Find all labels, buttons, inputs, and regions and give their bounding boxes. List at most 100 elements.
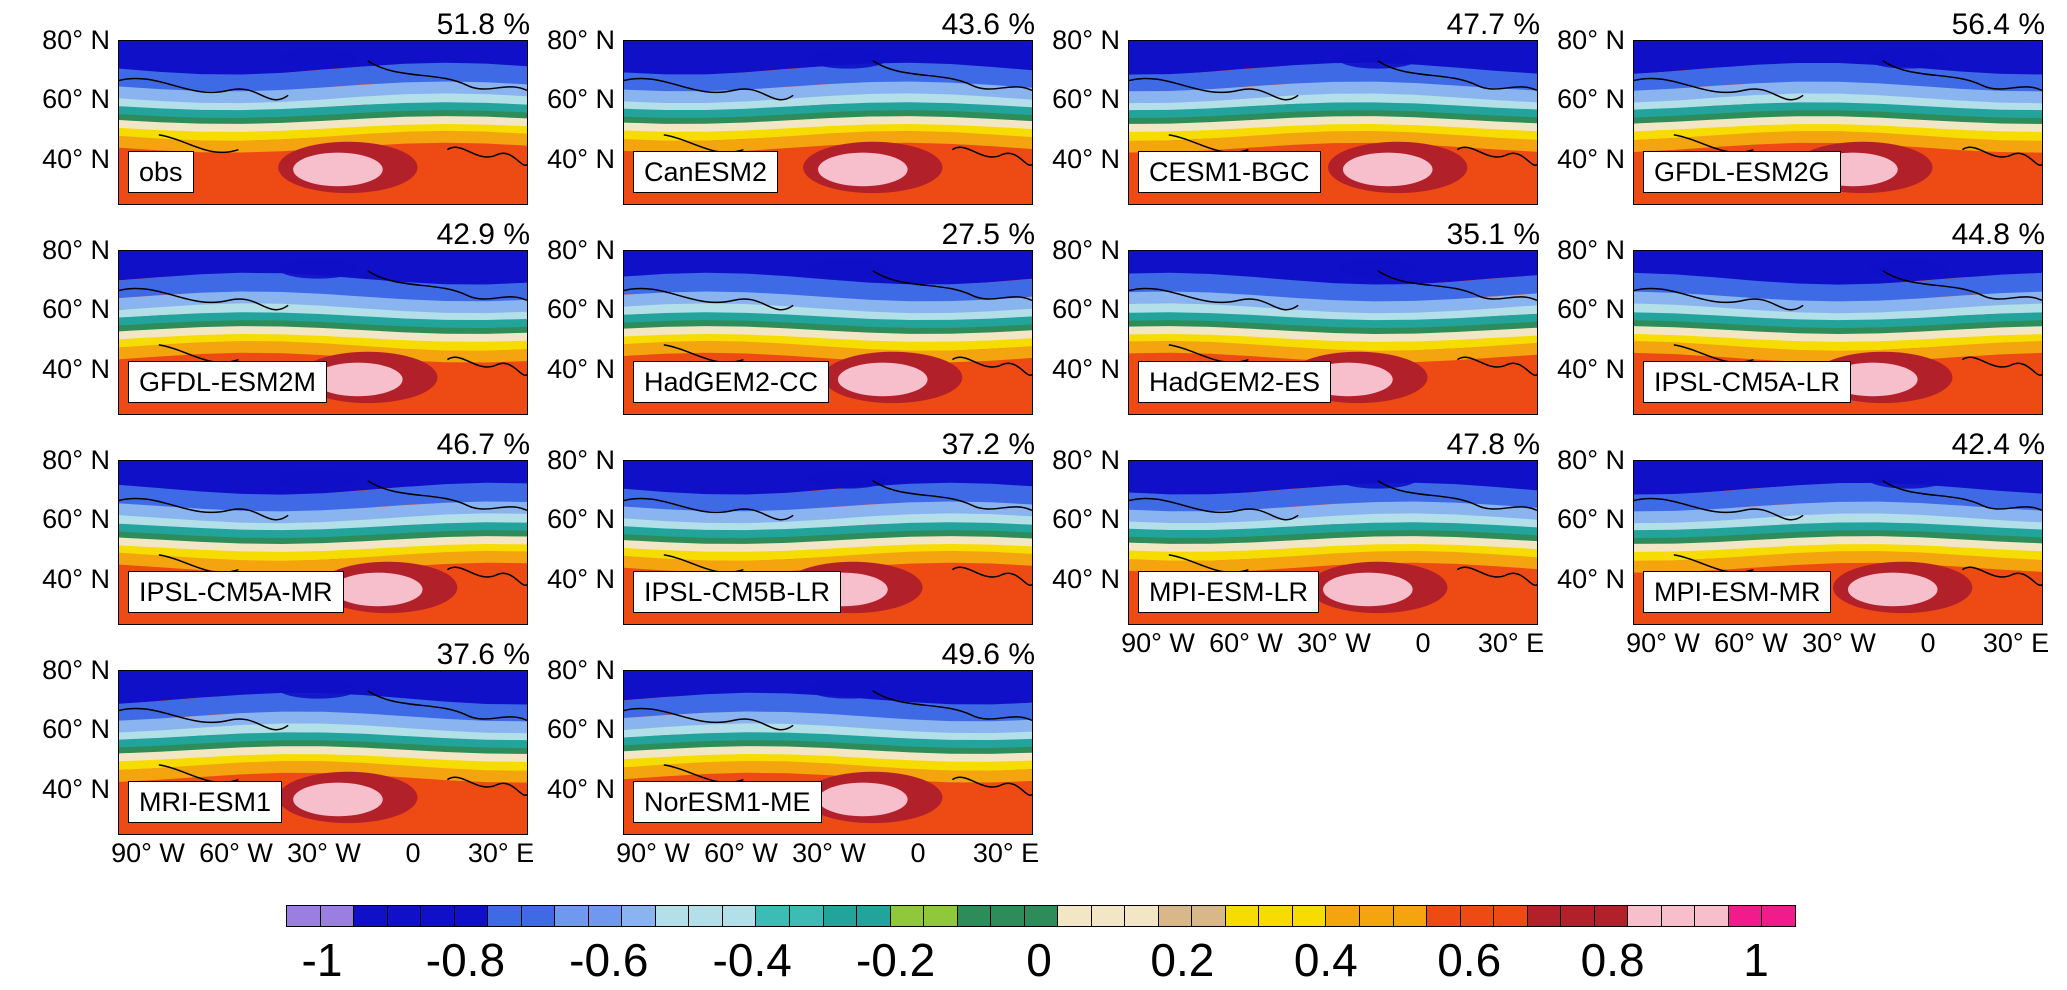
map-panel: 42.9 % 80° N 60° N 40° N GFDL-ESM2M: [0, 218, 530, 417]
longitude-label: 60° W: [704, 838, 778, 868]
latitude-label: 60° N: [42, 84, 110, 114]
colorbar-swatch: [1494, 906, 1528, 926]
colorbar-tick-label: 0.8: [1580, 934, 1645, 986]
latitude-label: 80° N: [1557, 235, 1625, 265]
colorbar-tick-label: 0.2: [1150, 934, 1215, 986]
colorbar-swatch: [1427, 906, 1461, 926]
panel-percent: 42.4 %: [1951, 428, 2045, 461]
longitude-axis: 90° W 60° W 30° W 0 30° E: [616, 838, 1039, 872]
panel-percent: 42.9 %: [436, 218, 530, 251]
colorbar-tick-label: 0: [1026, 934, 1052, 986]
latitude-label: 60° N: [1557, 294, 1625, 324]
panel-percent: 35.1 %: [1446, 218, 1540, 251]
longitude-label: 0: [1415, 628, 1431, 658]
latitude-label: 80° N: [1557, 445, 1625, 475]
latitude-label: 60° N: [547, 504, 615, 534]
panel-percent: 46.7 %: [436, 428, 530, 461]
model-label: NorESM1-ME: [633, 781, 822, 823]
longitude-label: 90° W: [111, 838, 185, 868]
colorbar-swatch: [454, 906, 489, 926]
latitude-label: 60° N: [547, 84, 615, 114]
colorbar-swatch: [1561, 906, 1595, 926]
latitude-label: 60° N: [1557, 84, 1625, 114]
colorbar-swatch: [722, 906, 757, 926]
map-panel: 49.6 % 80° N 60° N 40° N NorESM1-ME 90° W 60° …: [505, 640, 1039, 869]
latitude-label: 60° N: [547, 714, 615, 744]
latitude-label: 60° N: [1052, 84, 1120, 114]
latitude-label: 80° N: [547, 655, 615, 685]
colorbar-swatch: [1594, 906, 1629, 926]
latitude-label: 80° N: [42, 235, 110, 265]
colorbar-swatch: [1360, 906, 1394, 926]
colorbar-swatch: [1695, 906, 1729, 926]
model-label: IPSL-CM5A-MR: [128, 571, 344, 613]
latitude-label: 80° N: [1052, 445, 1120, 475]
colorbar-swatch: [689, 906, 723, 926]
map-panel: 56.4 % 80° N 60° N 40° N GFDL-ESM2G: [1515, 10, 2045, 207]
colorbar-swatch: [1091, 906, 1126, 926]
colorbar-swatch: [756, 906, 790, 926]
latitude-label: 80° N: [42, 445, 110, 475]
colorbar-swatch: [1762, 906, 1795, 926]
longitude-label: 90° W: [1626, 628, 1700, 658]
map-panel: 51.8 % 80° N 60° N 40° N obs: [0, 10, 530, 207]
colorbar-swatch: [1393, 906, 1428, 926]
colorbar-swatch: [354, 906, 388, 926]
latitude-label: 60° N: [42, 504, 110, 534]
colorbar-swatch: [957, 906, 992, 926]
map-panel: 35.1 % 80° N 60° N 40° N HadGEM2-ES: [1010, 218, 1540, 417]
colorbar-tick-label: 1: [1743, 934, 1769, 986]
latitude-label: 60° N: [1052, 504, 1120, 534]
colorbar-swatch: [287, 906, 321, 926]
colorbar-swatch: [1292, 906, 1327, 926]
colorbar-tick-label: 0.6: [1437, 934, 1502, 986]
latitude-label: 40° N: [1052, 564, 1120, 594]
colorbar-tick-label: -0.6: [569, 934, 649, 986]
colorbar-swatch: [1326, 906, 1360, 926]
colorbar-swatch: [1728, 906, 1763, 926]
longitude-label: 30° W: [1297, 628, 1371, 658]
colorbar-tick-label: 0.4: [1293, 934, 1358, 986]
model-label: HadGEM2-ES: [1138, 361, 1332, 403]
colorbar-swatch: [1158, 906, 1193, 926]
colorbar-swatch: [655, 906, 690, 926]
colorbar-swatch: [1661, 906, 1696, 926]
colorbar-swatch: [421, 906, 455, 926]
colorbar-swatch: [1024, 906, 1059, 926]
longitude-label: 30° W: [792, 838, 866, 868]
latitude-label: 40° N: [1052, 354, 1120, 384]
longitude-label: 30° E: [972, 838, 1040, 868]
colorbar-swatch: [1628, 906, 1662, 926]
latitude-label: 40° N: [547, 564, 615, 594]
latitude-label: 40° N: [42, 144, 110, 174]
latitude-label: 80° N: [1052, 235, 1120, 265]
panel-percent: 47.8 %: [1446, 428, 1540, 461]
longitude-label: 30° E: [1477, 628, 1545, 658]
latitude-label: 80° N: [547, 445, 615, 475]
panel-percent: 43.6 %: [941, 8, 1035, 41]
latitude-label: 60° N: [1557, 504, 1625, 534]
model-label: CESM1-BGC: [1138, 151, 1321, 193]
panel-percent: 37.6 %: [436, 638, 530, 671]
latitude-label: 60° N: [42, 294, 110, 324]
colorbar-swatch: [1125, 906, 1159, 926]
panel-percent: 27.5 %: [941, 218, 1035, 251]
latitude-label: 40° N: [1557, 144, 1625, 174]
colorbar-swatch: [991, 906, 1025, 926]
panel-percent: 47.7 %: [1446, 8, 1540, 41]
longitude-label: 60° W: [199, 838, 273, 868]
colorbar-tick-label: -1: [301, 934, 343, 986]
colorbar-swatch: [823, 906, 858, 926]
colorbar-swatch: [488, 906, 522, 926]
panel-percent: 37.2 %: [941, 428, 1035, 461]
latitude-label: 60° N: [547, 294, 615, 324]
latitude-label: 80° N: [1557, 25, 1625, 55]
map-panel: 27.5 % 80° N 60° N 40° N HadGEM2-CC: [505, 218, 1035, 417]
colorbar-swatch: [1460, 906, 1495, 926]
colorbar-swatch: [588, 906, 623, 926]
model-label: CanESM2: [633, 151, 779, 193]
longitude-label: 30° E: [467, 838, 535, 868]
latitude-label: 80° N: [42, 655, 110, 685]
map-plot: [623, 670, 1033, 835]
latitude-label: 40° N: [1052, 144, 1120, 174]
